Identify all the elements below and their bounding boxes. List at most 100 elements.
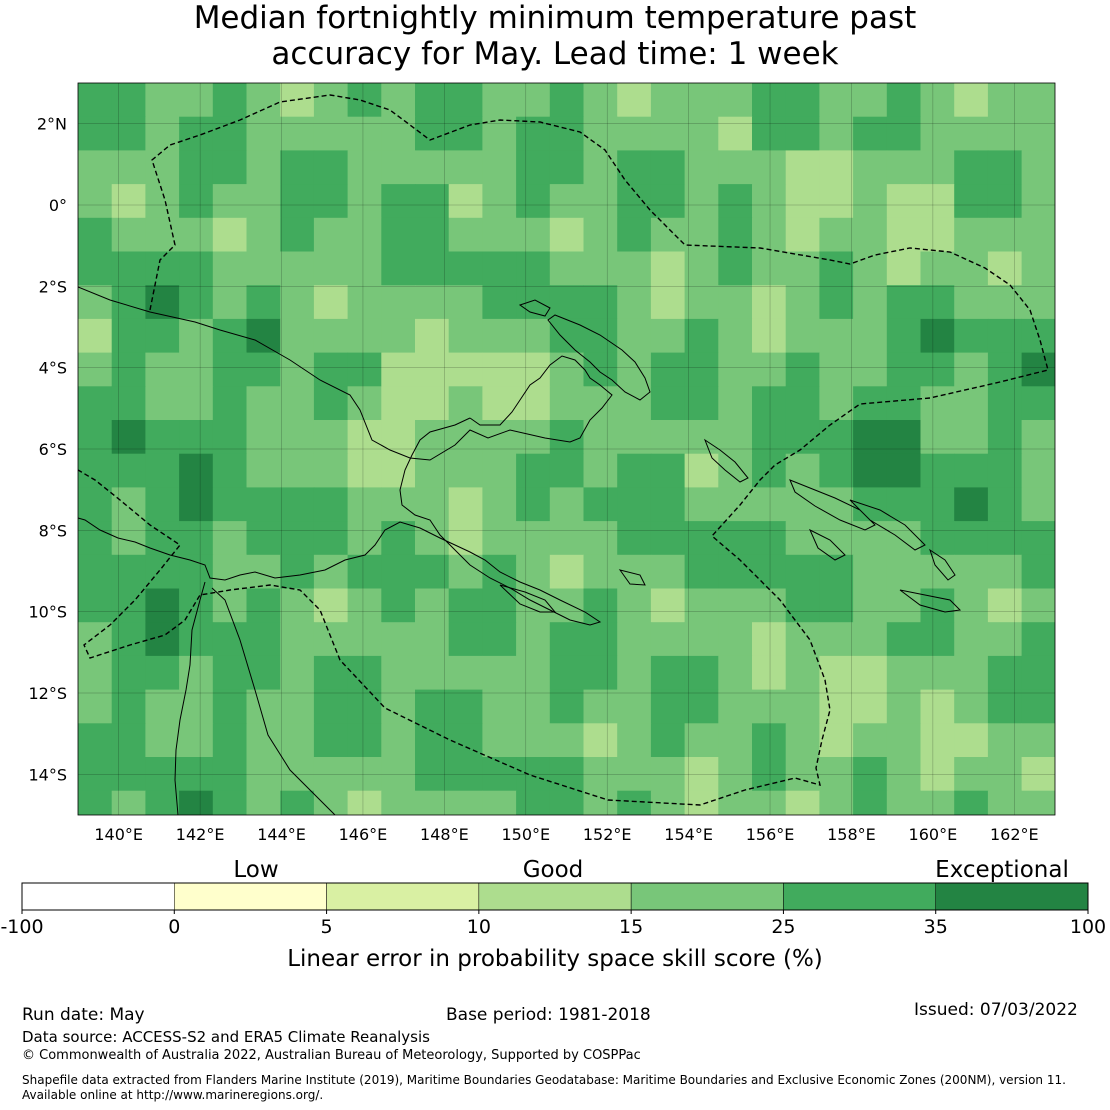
png-eez-boundary (78, 94, 1049, 806)
longitude-tick-label: 160°E (909, 825, 958, 844)
grid-cell (516, 723, 551, 758)
grid-cell (280, 521, 315, 556)
grid-cell (280, 588, 315, 623)
grid-cell (145, 150, 180, 185)
grid-cell (347, 420, 382, 455)
grid-cell (145, 420, 180, 455)
grid-cell (145, 116, 180, 151)
grid-cell (179, 150, 214, 185)
grid-cell (684, 790, 719, 815)
grid-cell (819, 285, 854, 320)
grid-cell (1021, 150, 1055, 185)
grid-cell (987, 184, 1023, 219)
grid-cell (987, 521, 1023, 556)
grid-cell (819, 521, 854, 556)
grid-cell (549, 723, 584, 758)
grid-cell (853, 184, 888, 219)
grid-cell (987, 150, 1023, 185)
grid-cell (819, 83, 854, 118)
grid-cell (684, 150, 719, 185)
grid-cell (549, 554, 584, 589)
grid-cell (987, 116, 1023, 151)
grid-cell (954, 588, 989, 623)
grid-cell (684, 689, 719, 724)
grid-cell (920, 318, 955, 354)
grid-cell (617, 83, 652, 118)
map-title: Median fortnightly minimum temperature p… (0, 0, 1110, 72)
grid-cell (785, 116, 820, 151)
grid-cell (347, 83, 382, 118)
grid-cell (415, 554, 450, 589)
grid-cell (718, 184, 753, 219)
grid-cell (381, 386, 416, 421)
grid-cell (415, 588, 450, 623)
grid-cell (1021, 622, 1055, 657)
grid-cell (482, 723, 517, 758)
grid-cell (347, 217, 382, 252)
colorbar-tick-label: -100 (0, 916, 43, 938)
title-line-1: Median fortnightly minimum temperature p… (193, 0, 917, 36)
grid-cell (718, 352, 753, 387)
grid-cell (650, 352, 686, 387)
grid-cell (718, 420, 753, 455)
colorbar-ticks: -100 0 5 10 15 25 35 100 (0, 910, 1106, 938)
grid-cell (752, 723, 787, 758)
coastlines (78, 286, 962, 815)
grid-cell (347, 689, 382, 724)
grid-cell (280, 217, 315, 252)
grid-cell (617, 116, 652, 151)
louisiade-coastline (499, 569, 646, 613)
cape-york-coastline (174, 581, 206, 815)
grid-cell (381, 150, 416, 185)
grid-cell (448, 217, 483, 252)
grid-cell (886, 655, 921, 691)
grid-cell (718, 150, 753, 185)
grid-cell (516, 554, 551, 589)
grid-cell (886, 83, 921, 118)
grid-cell (785, 184, 820, 219)
grid-cell (886, 386, 921, 421)
base-period: Base period: 1981-2018 (446, 1005, 651, 1025)
grid-cell (954, 386, 989, 421)
grid-cell (886, 251, 921, 286)
grid-cell (448, 655, 483, 691)
grid-cell (516, 420, 551, 455)
grid-cell (415, 386, 450, 421)
grid-cell (280, 622, 315, 657)
grid-cell (145, 588, 180, 623)
colorbar-swatch (21, 882, 175, 911)
grid-cell (347, 790, 382, 815)
grid-cell (179, 285, 214, 320)
latitude-axis: 2°N 0° 2°S 4°S 6°S 8°S 10°S 12°S 14°S (28, 115, 67, 785)
grid-cell (448, 318, 483, 354)
grid-cell (347, 487, 382, 522)
grid-cell (415, 790, 450, 815)
grid-cell (482, 386, 517, 421)
grid-cell (987, 689, 1023, 724)
grid-cell (785, 554, 820, 589)
grid-cell (549, 285, 584, 320)
longitude-tick-label: 154°E (664, 825, 713, 844)
grid-cell (549, 622, 584, 657)
grid-cell (448, 723, 483, 758)
latitude-tick-label: 4°S (39, 359, 67, 378)
grid-cell (448, 150, 483, 185)
grid-cell (1021, 790, 1055, 815)
grid-cell (752, 352, 787, 387)
grid-cell (381, 689, 416, 724)
grid-cell (987, 757, 1023, 792)
grid-cell (718, 554, 753, 589)
new-britain-coastline (547, 314, 651, 401)
grid-cell (145, 184, 180, 219)
grid-cell (954, 116, 989, 151)
grid-cell (987, 622, 1023, 657)
grid-cell (246, 285, 281, 320)
grid-cell (617, 487, 652, 522)
grid-cell (145, 655, 180, 691)
grid-cell (381, 352, 416, 387)
grid-cell (752, 150, 787, 185)
grid-cell (752, 655, 787, 691)
grid-cell (246, 487, 281, 522)
grid-cell (583, 150, 618, 185)
grid-cell (819, 655, 854, 691)
